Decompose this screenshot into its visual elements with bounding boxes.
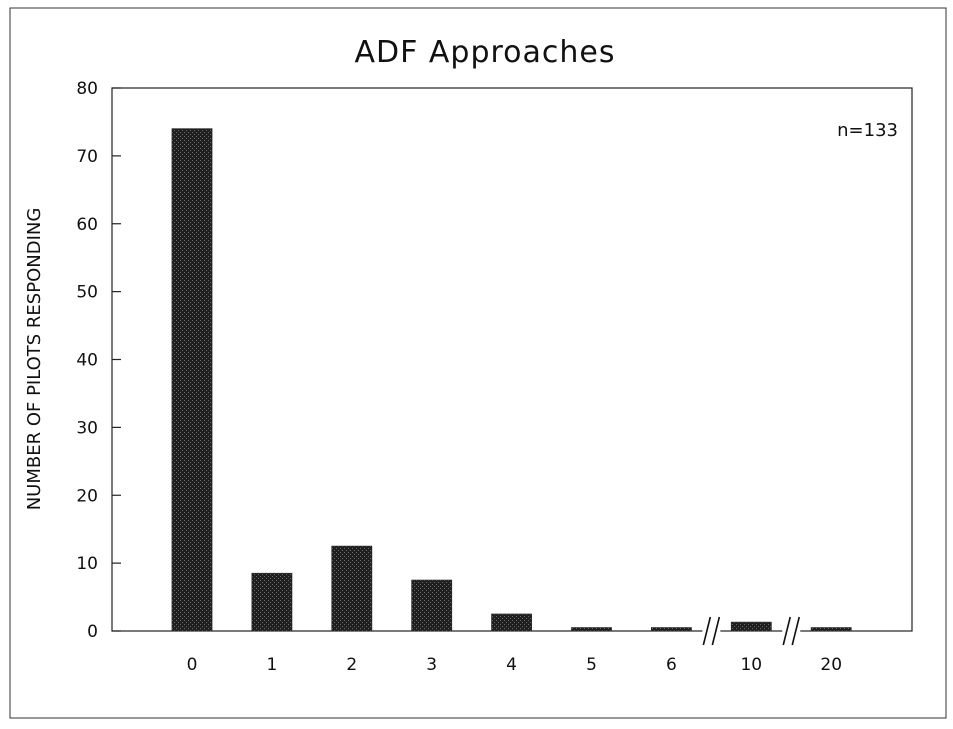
x-tick-label: 3 [426, 655, 437, 675]
bar-6 [651, 627, 692, 632]
y-tick-label: 80 [76, 79, 98, 99]
y-tick-label: 30 [76, 418, 98, 438]
x-tick-label: 0 [187, 655, 198, 675]
plot-area [111, 87, 913, 632]
y-tick-label: 20 [76, 486, 98, 506]
y-axis: 0 10 20 30 40 50 60 70 80 [76, 79, 121, 642]
bar-10 [730, 621, 772, 632]
x-tick-label: 1 [266, 655, 277, 675]
y-tick-label: 60 [76, 215, 98, 235]
x-tick-label: 6 [666, 655, 677, 675]
x-tick-label: 10 [740, 655, 762, 675]
x-tick-label: 2 [346, 655, 357, 675]
bar-3 [411, 579, 453, 632]
bar-0 [171, 128, 213, 632]
x-tick-label: 5 [586, 655, 597, 675]
bar-2 [331, 545, 373, 632]
page-border [9, 7, 947, 719]
axis-break-mark [782, 616, 801, 646]
y-tick-label: 0 [87, 622, 98, 642]
bar-1 [251, 572, 293, 632]
axis-breaks [702, 616, 801, 646]
chart-title: ADF Approaches [354, 35, 615, 70]
y-tick-label: 40 [76, 351, 98, 371]
bar-20 [810, 627, 852, 632]
y-tick-label: 10 [76, 554, 98, 574]
y-axis-label: NUMBER OF PILOTS RESPONDING [24, 208, 45, 511]
x-axis: 0 1 2 3 4 5 6 10 20 [187, 655, 842, 675]
bar-5 [571, 627, 612, 632]
sample-size-note: n=133 [837, 120, 898, 141]
x-tick-label: 4 [506, 655, 517, 675]
x-tick-label: 20 [820, 655, 842, 675]
y-tick-label: 70 [76, 147, 98, 167]
bar-series [171, 128, 852, 632]
bar-4 [491, 613, 533, 632]
y-tick-label: 50 [76, 283, 98, 303]
axis-break-mark [702, 616, 721, 646]
